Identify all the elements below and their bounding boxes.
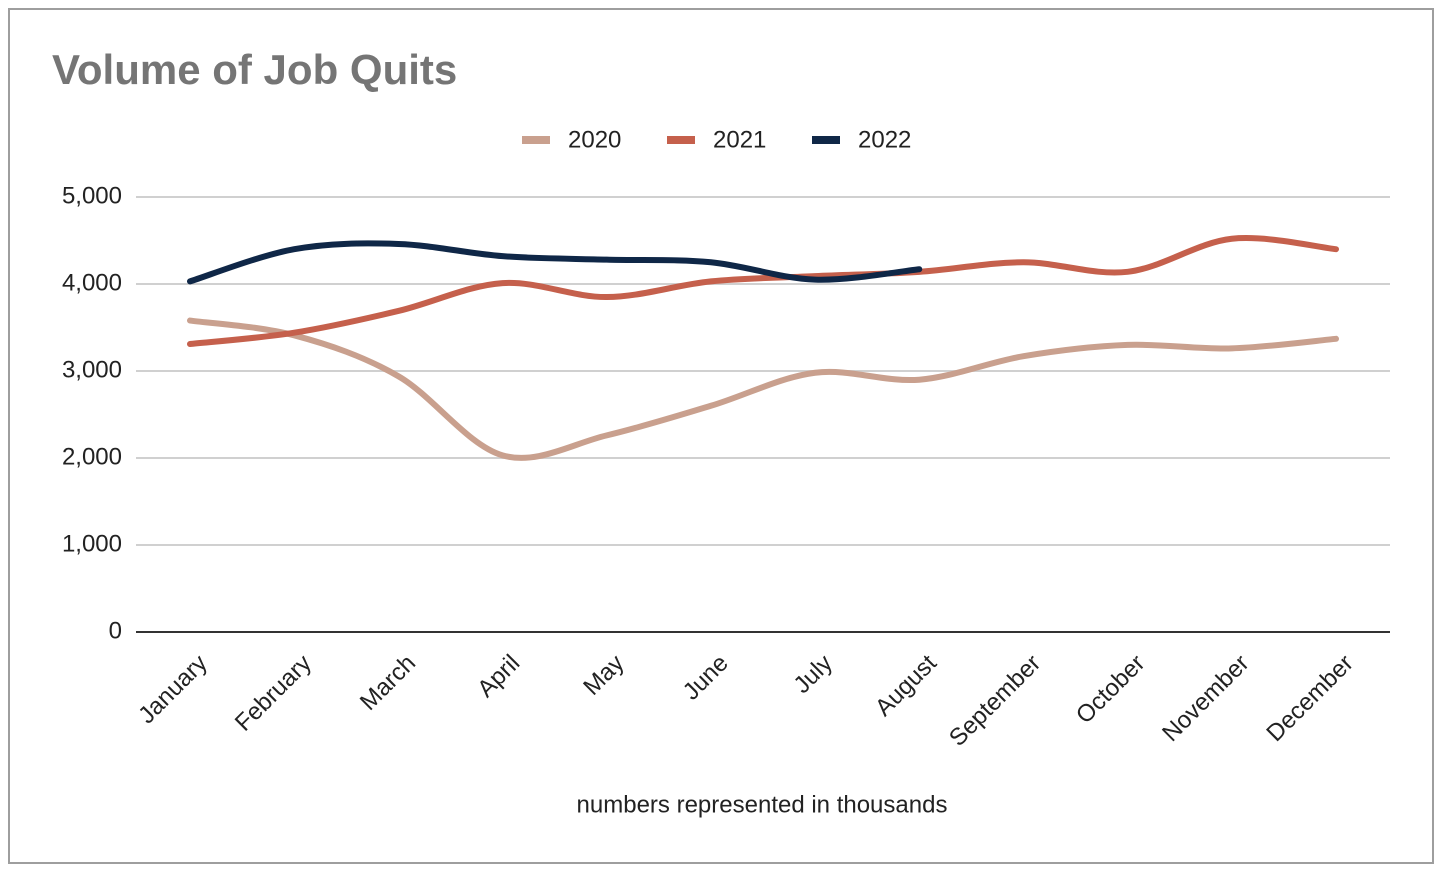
legend-label: 2020: [568, 126, 621, 153]
x-axis-title: numbers represented in thousands: [577, 791, 948, 818]
chart-border: [8, 8, 1434, 864]
y-tick-label: 2,000: [62, 443, 122, 470]
legend-swatch: [812, 136, 840, 144]
series-line: [187, 240, 923, 285]
series-line: [187, 235, 1339, 348]
legend-swatch: [667, 136, 695, 144]
legend-label: 2021: [713, 126, 766, 153]
legend-swatch: [522, 136, 550, 144]
y-tick-label: 0: [109, 617, 122, 644]
chart-title: Volume of Job Quits: [52, 46, 457, 93]
y-tick-label: 1,000: [62, 530, 122, 557]
series-line: [187, 317, 1339, 461]
legend-label: 2022: [858, 126, 911, 153]
y-tick-label: 5,000: [62, 182, 122, 209]
y-tick-label: 4,000: [62, 269, 122, 296]
y-tick-label: 3,000: [62, 356, 122, 383]
